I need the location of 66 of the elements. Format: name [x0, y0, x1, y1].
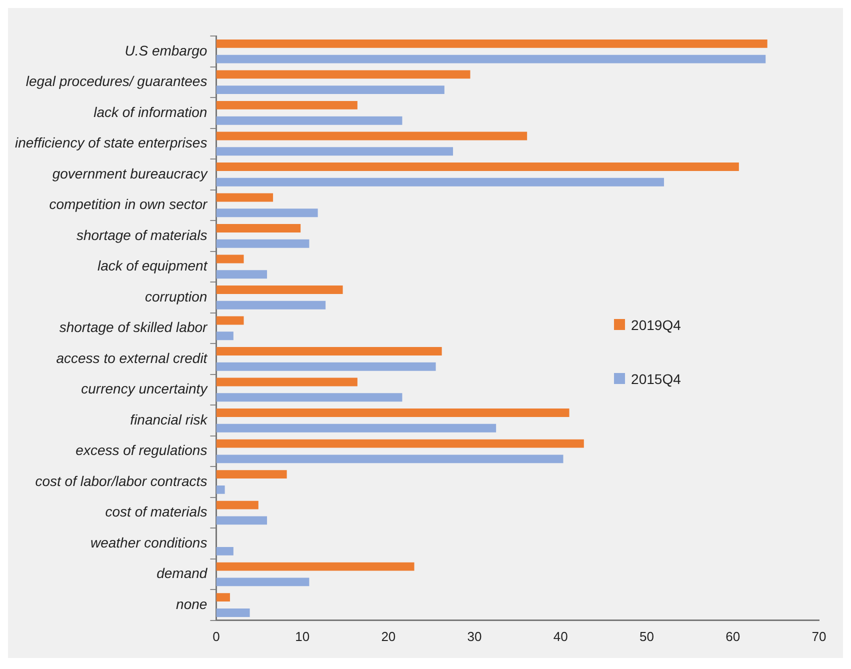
bar [216, 286, 343, 294]
bar [216, 147, 454, 156]
x-tick-label: 10 [295, 628, 310, 644]
bar [216, 578, 310, 586]
bar [216, 562, 414, 571]
bar [216, 332, 234, 340]
bar [216, 254, 244, 264]
bar [216, 100, 358, 110]
x-tick-label: 50 [640, 628, 654, 644]
bar [216, 439, 584, 448]
bar [216, 516, 268, 525]
y-tick-label: weather conditions [90, 534, 208, 550]
x-tick-label: 30 [467, 628, 482, 644]
bar [216, 54, 766, 64]
bar [216, 70, 470, 79]
bar [216, 193, 274, 202]
y-tick-label: demand [156, 565, 208, 582]
bar [216, 378, 358, 386]
bar [216, 239, 310, 248]
bar [216, 86, 444, 94]
bar [216, 408, 570, 418]
y-tick-label: excess of regulations [76, 442, 208, 458]
bar [216, 300, 326, 310]
y-tick-label: competition in own sector [49, 196, 209, 212]
x-tick-label: 0 [212, 628, 220, 644]
x-tick-label: 20 [381, 628, 396, 644]
x-tick-label: 40 [553, 628, 568, 644]
legend-label: 2019Q4 [631, 316, 681, 332]
y-tick-label: corruption [144, 288, 208, 304]
bar [216, 208, 318, 218]
bar [216, 593, 230, 602]
y-tick-label: shortage of materials [76, 226, 208, 243]
bar [216, 485, 225, 494]
y-tick-label: financial risk [130, 411, 208, 428]
bar [216, 608, 250, 617]
bar [216, 316, 244, 325]
bar [216, 393, 402, 402]
y-tick-label: inefficiency of state enterprises [14, 134, 208, 151]
bar [216, 162, 739, 171]
bar [216, 470, 287, 479]
y-tick-label: U.S embargo [124, 42, 208, 58]
y-tick-label: none [176, 596, 208, 612]
y-tick-label: government bureaucracy [52, 165, 208, 182]
y-tick-label: lack of information [94, 104, 208, 120]
y-tick-label: cost of labor/labor contracts [35, 472, 208, 489]
bar [216, 132, 528, 140]
x-tick-label: 60 [726, 628, 740, 644]
bar [216, 39, 768, 48]
y-tick-label: access to external credit [56, 350, 208, 366]
x-tick-label: 70 [812, 628, 826, 644]
bar [216, 224, 301, 232]
bar [216, 424, 496, 432]
y-tick-label: shortage of skilled labor [59, 319, 209, 336]
bar [216, 546, 234, 556]
y-tick-label: legal procedures/ guarantees [26, 73, 208, 90]
bar [216, 178, 664, 186]
bar [216, 116, 402, 125]
bar [216, 270, 268, 279]
bar [216, 500, 258, 510]
bar [216, 454, 564, 464]
y-tick-label: lack of equipment [97, 258, 208, 274]
y-tick-label: currency uncertainty [81, 380, 208, 397]
legend-label: 2015Q4 [631, 370, 681, 386]
bar [216, 347, 442, 356]
bar [216, 362, 436, 371]
y-tick-label: cost of materials [105, 504, 208, 520]
